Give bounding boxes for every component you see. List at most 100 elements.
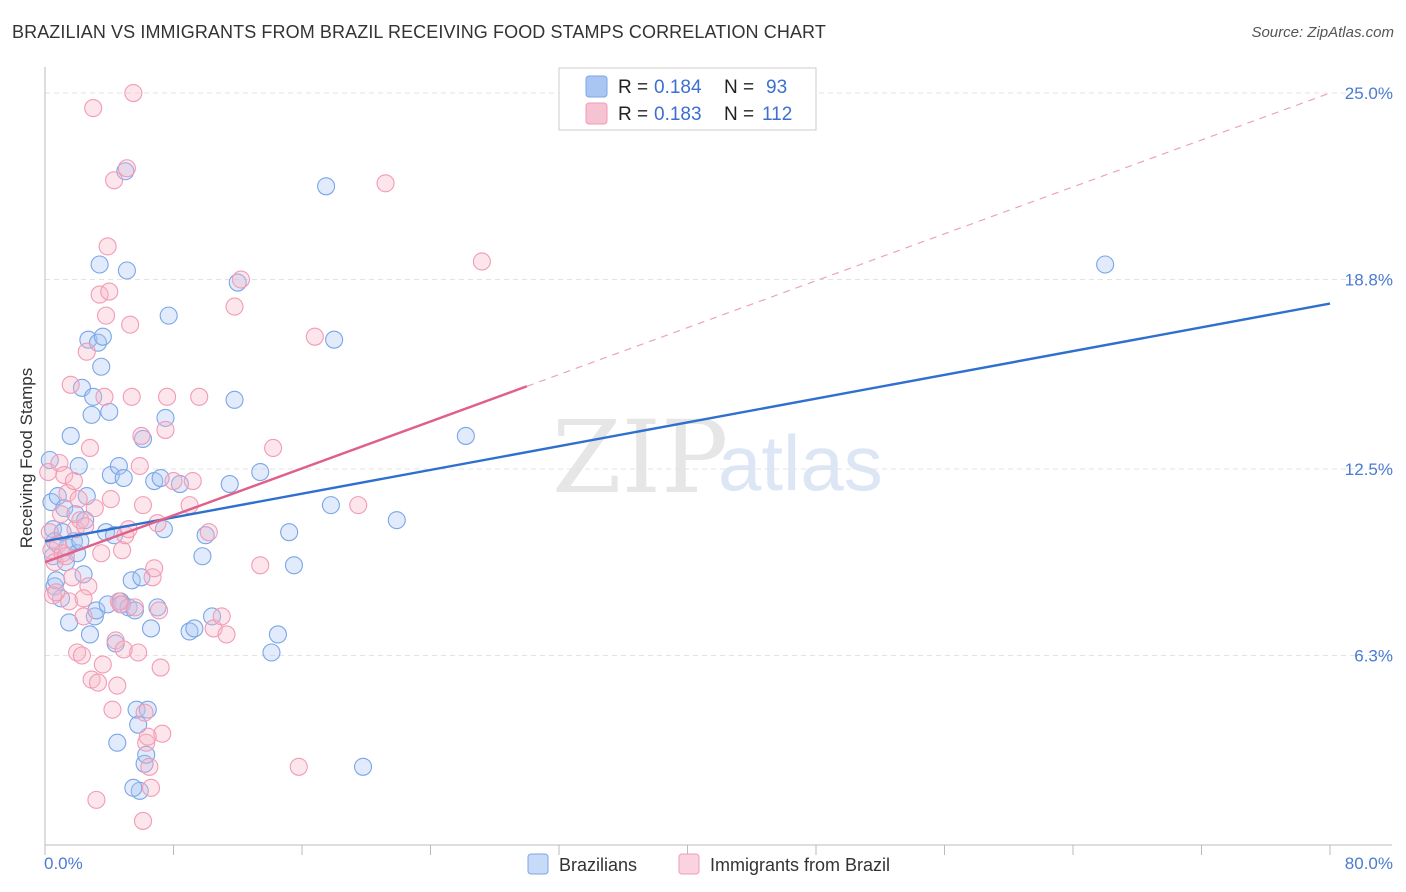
immigrants-point bbox=[164, 472, 183, 491]
immigrants-point bbox=[95, 387, 114, 406]
brazilians-point bbox=[138, 700, 157, 719]
brazilians-point bbox=[456, 426, 475, 445]
brazilians-point bbox=[109, 456, 128, 476]
immigrants-point bbox=[156, 420, 175, 439]
immigrants-point bbox=[199, 523, 218, 542]
y-axis-label: Receiving Food Stamps bbox=[17, 368, 36, 548]
brazilians-point bbox=[80, 625, 100, 644]
immigrants-point bbox=[129, 643, 148, 662]
y-tick-labels: 6.3% 12.5% 18.8% 25.0% bbox=[1345, 84, 1393, 665]
legend-n-value: 112 bbox=[762, 104, 792, 125]
immigrants-point bbox=[143, 568, 162, 587]
immigrants-point bbox=[77, 342, 96, 361]
brazilians-point bbox=[268, 625, 287, 644]
brazilians-point bbox=[193, 547, 212, 566]
immigrants-point bbox=[153, 724, 172, 743]
immigrants-point bbox=[92, 544, 111, 563]
brazilians-point bbox=[66, 505, 85, 524]
brazilians-point bbox=[262, 643, 281, 662]
legend-r-label: R = bbox=[618, 104, 648, 125]
brazilians-point bbox=[100, 402, 119, 421]
brazilians-point bbox=[114, 468, 133, 488]
immigrants-point bbox=[151, 658, 170, 677]
brazilians-point bbox=[117, 261, 136, 280]
y-tick-label: 12.5% bbox=[1345, 460, 1393, 479]
legend-n-label: N = bbox=[724, 104, 754, 125]
immigrants-point bbox=[100, 282, 119, 301]
immigrants-point bbox=[114, 640, 133, 659]
immigrants-point bbox=[55, 465, 74, 485]
bottom-legend: Brazilians Immigrants from Brazil bbox=[527, 853, 890, 875]
brazilians-point bbox=[228, 273, 247, 292]
legend-n-value: 93 bbox=[766, 77, 787, 98]
immigrants-point bbox=[190, 387, 209, 406]
legend: R = 0.184 N = 93 R = 0.183 N = 112 bbox=[558, 67, 817, 131]
immigrants-point bbox=[122, 387, 141, 406]
brazilians-point bbox=[133, 429, 153, 448]
gridlines bbox=[45, 92, 1392, 657]
brazilians-trend-line bbox=[44, 302, 1331, 543]
immigrants-point bbox=[52, 505, 71, 524]
brazilians-point bbox=[61, 426, 80, 445]
brazilians-point bbox=[196, 526, 215, 545]
brazilians-point bbox=[387, 511, 406, 530]
immigrants-point bbox=[289, 757, 308, 776]
immigrants-point bbox=[145, 559, 164, 578]
immigrants-point bbox=[101, 490, 120, 509]
immigrants-point bbox=[74, 589, 93, 608]
brazilians-point bbox=[76, 511, 95, 530]
immigrants-point bbox=[125, 598, 144, 617]
brazilians-point bbox=[135, 754, 154, 773]
immigrants-point bbox=[149, 601, 169, 620]
brazilians-point bbox=[284, 556, 304, 575]
brazilians-point bbox=[90, 255, 109, 274]
brazilians-point bbox=[141, 619, 161, 638]
bottom-legend-label: Brazilians bbox=[559, 855, 637, 875]
brazilians-point bbox=[82, 405, 101, 424]
immigrants-point bbox=[50, 453, 69, 473]
immigrants-point bbox=[225, 297, 244, 316]
brazilians-point bbox=[325, 330, 344, 349]
brazilians-point bbox=[180, 622, 199, 641]
immigrants-point bbox=[98, 237, 117, 256]
brazilians-point bbox=[251, 462, 270, 482]
immigrants-point bbox=[132, 426, 151, 445]
immigrants-point bbox=[88, 673, 108, 692]
immigrants-point bbox=[138, 727, 157, 746]
trend-lines bbox=[44, 92, 1331, 564]
legend-swatch-blue bbox=[585, 75, 608, 98]
immigrants-point bbox=[68, 643, 87, 662]
chart-title: BRAZILIAN VS IMMIGRANTS FROM BRAZIL RECE… bbox=[12, 22, 826, 42]
x-tick-labels: 0.0% 80.0% bbox=[44, 854, 1393, 873]
brazilians-point bbox=[225, 390, 244, 409]
immigrants-point bbox=[85, 499, 104, 518]
brazilians-point bbox=[220, 475, 239, 494]
brazilians-point bbox=[353, 757, 373, 776]
brazilians-point bbox=[74, 565, 93, 584]
immigrants-point bbox=[96, 306, 116, 325]
immigrants-point bbox=[130, 456, 149, 476]
watermark-zip: ZIP bbox=[552, 399, 728, 516]
immigrants-point bbox=[105, 171, 124, 190]
immigrants-point bbox=[111, 595, 130, 614]
immigrants-point bbox=[72, 646, 91, 665]
brazilians-point bbox=[108, 733, 127, 752]
immigrants-trend-extension bbox=[526, 92, 1331, 387]
immigrants-point bbox=[141, 778, 161, 797]
immigrants-point bbox=[80, 438, 100, 458]
immigrants-point bbox=[64, 472, 83, 491]
y-tick-label: 6.3% bbox=[1354, 647, 1393, 666]
x-tick-label: 80.0% bbox=[1345, 854, 1393, 873]
immigrants-point bbox=[135, 703, 154, 722]
immigrants-point bbox=[140, 757, 159, 776]
brazilians-point bbox=[1096, 255, 1115, 274]
immigrants-point bbox=[124, 83, 143, 103]
source-credit: Source: ZipAtlas.com bbox=[1251, 24, 1394, 41]
immigrants-point bbox=[69, 490, 88, 509]
bottom-legend-label: Immigrants from Brazil bbox=[710, 855, 890, 875]
immigrants-point bbox=[376, 174, 395, 193]
brazilians-point bbox=[124, 778, 143, 797]
data-points bbox=[39, 83, 1115, 830]
immigrants-point bbox=[217, 625, 236, 644]
